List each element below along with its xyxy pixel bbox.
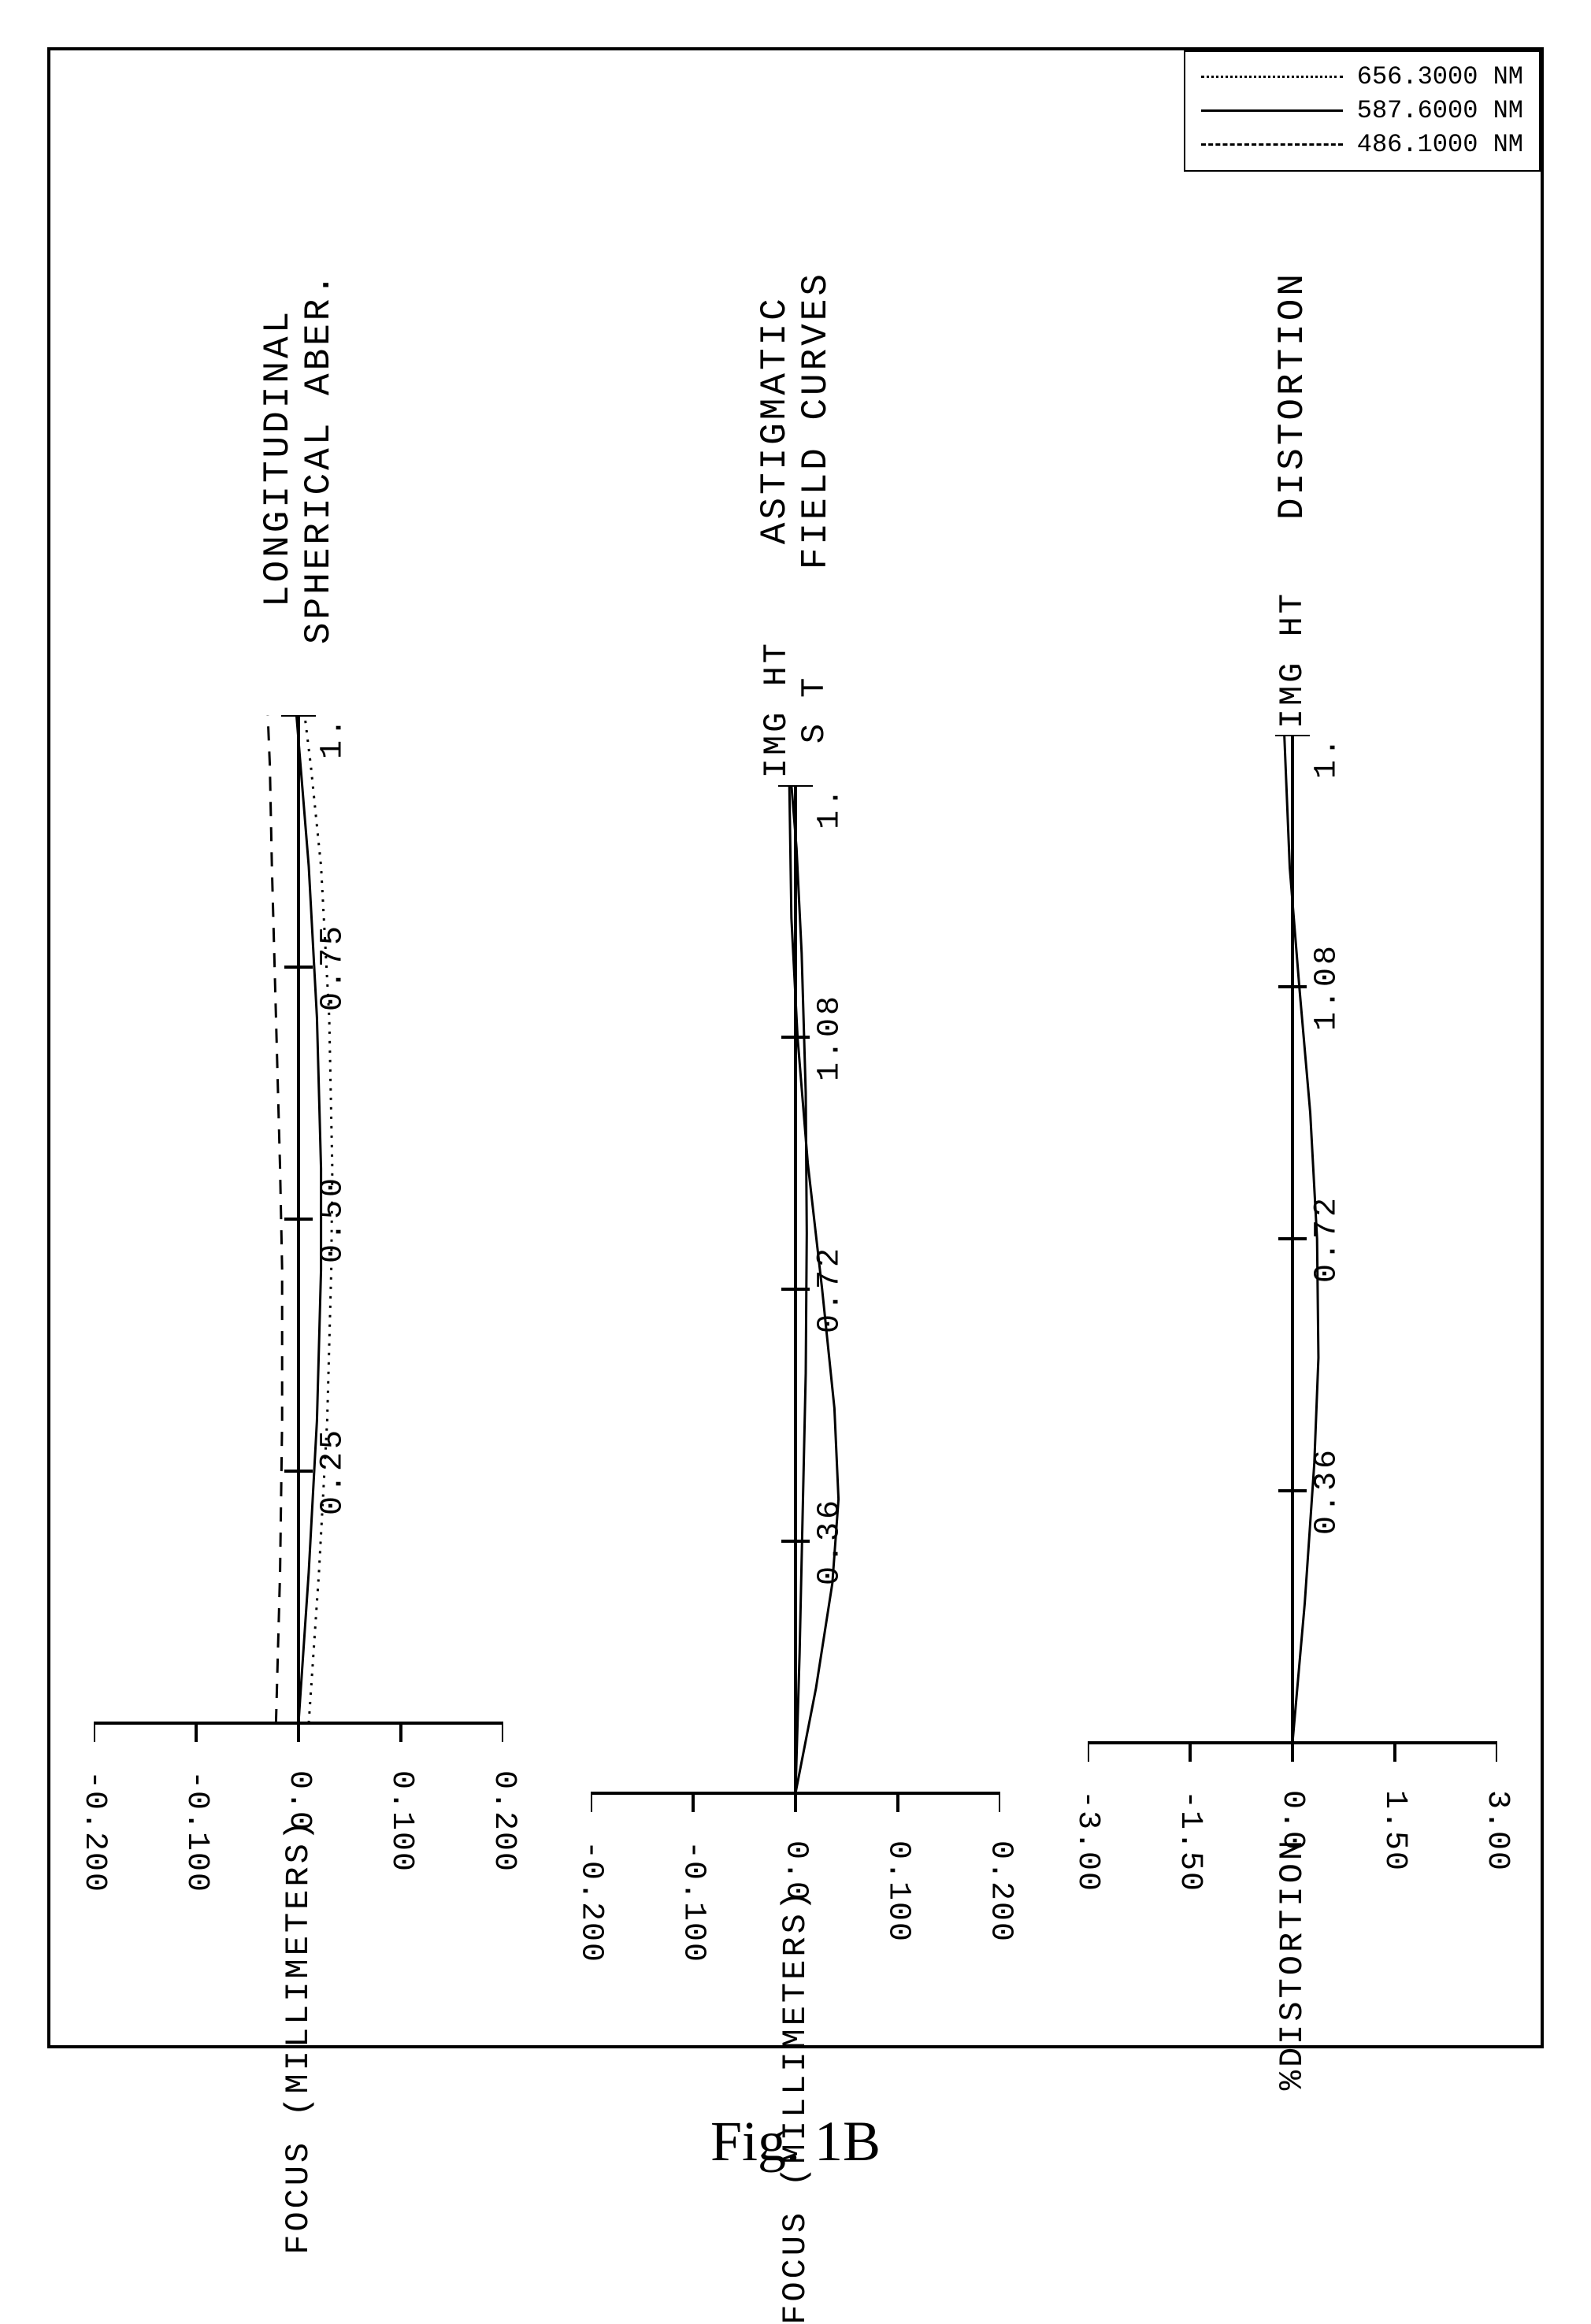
chart-astigmatic: 0.360.721.081.44 [591, 785, 1000, 1840]
chart-spherical: 0.250.500.751.00 [94, 715, 503, 1770]
svg-text:0.36: 0.36 [813, 1496, 848, 1585]
x-axis-label: FOCUS (MILLIMETERS) [280, 1818, 317, 2255]
legend-label: 656.3000 NM [1357, 60, 1523, 94]
svg-text:0.75: 0.75 [316, 923, 351, 1011]
legend-swatch-dashed [1201, 143, 1343, 146]
chart-cell-distortion: DISTORTIONIMG HT0.360.721.081.44-3.00-1.… [1044, 255, 1541, 2045]
legend-swatch-dotted [1201, 76, 1343, 78]
plot-wrap: IMG HT0.360.721.081.44-3.00-1.500.01.503… [1088, 591, 1497, 2090]
x-tick-label: -0.100 [676, 1840, 711, 1963]
page: 656.3000 NM 587.6000 NM 486.1000 NM LONG… [0, 0, 1591, 2222]
svg-text:1.44: 1.44 [1309, 735, 1344, 779]
svg-text:1.00: 1.00 [316, 715, 351, 759]
charts-row: LONGITUDINAL SPHERICAL ABER.0.250.500.75… [50, 255, 1541, 2045]
svg-text:1.08: 1.08 [1309, 943, 1344, 1031]
x-tick-labels: -0.200-0.1000.00.1000.200 [591, 1840, 1000, 1896]
x-axis-label: %DISTORTION [1274, 1837, 1311, 2090]
x-tick-label: 3.00 [1479, 1790, 1515, 1872]
legend-item: 486.1000 NM [1201, 128, 1523, 161]
figure-caption-text: Fig. 1B [710, 2110, 881, 2173]
x-tick-label: 0.200 [486, 1770, 521, 1873]
plot-wrap: IMG HT S T0.360.721.081.44-0.200-0.1000.… [591, 640, 1000, 2324]
chart-title: ASTIGMATIC FIELD CURVES [755, 271, 836, 569]
chart-title: DISTORTION [1272, 271, 1313, 520]
x-tick-label: 0.200 [983, 1840, 1018, 1943]
legend: 656.3000 NM 587.6000 NM 486.1000 NM [1184, 50, 1541, 172]
legend-swatch-solid [1201, 109, 1343, 112]
chart-distortion: 0.360.721.081.44 [1088, 735, 1497, 1790]
x-tick-label: -3.00 [1070, 1790, 1105, 1892]
x-tick-label: 1.50 [1377, 1790, 1412, 1872]
legend-item: 587.6000 NM [1201, 94, 1523, 128]
x-tick-label: -0.200 [573, 1840, 609, 1963]
svg-text:1.08: 1.08 [813, 992, 848, 1080]
svg-text:0.25: 0.25 [316, 1427, 351, 1515]
figure-frame: 656.3000 NM 587.6000 NM 486.1000 NM LONG… [47, 47, 1544, 2048]
x-axis-label: FOCUS (MILLIMETERS) [777, 1888, 814, 2324]
chart-title: LONGITUDINAL SPHERICAL ABER. [258, 271, 339, 644]
legend-item: 656.3000 NM [1201, 60, 1523, 94]
x-tick-label: -0.200 [76, 1770, 112, 1893]
chart-cell-spherical: LONGITUDINAL SPHERICAL ABER.0.250.500.75… [50, 255, 547, 2045]
chart-cell-astigmatic: ASTIGMATIC FIELD CURVESIMG HT S T0.360.7… [547, 255, 1044, 2045]
legend-label: 587.6000 NM [1357, 94, 1523, 128]
figure-caption: Fig. 1B [0, 2109, 1591, 2174]
y-axis-header: IMG HT S T [758, 640, 833, 778]
x-tick-label: 0.100 [384, 1770, 419, 1873]
y-axis-header: IMG HT [1274, 591, 1311, 728]
x-tick-label: -0.100 [179, 1770, 214, 1893]
svg-text:1.44: 1.44 [813, 785, 848, 829]
legend-label: 486.1000 NM [1357, 128, 1523, 161]
x-tick-label: -1.50 [1172, 1790, 1207, 1892]
plot-wrap: 0.250.500.751.00-0.200-0.1000.00.1000.20… [94, 715, 503, 2255]
x-tick-label: 0.100 [881, 1840, 916, 1943]
